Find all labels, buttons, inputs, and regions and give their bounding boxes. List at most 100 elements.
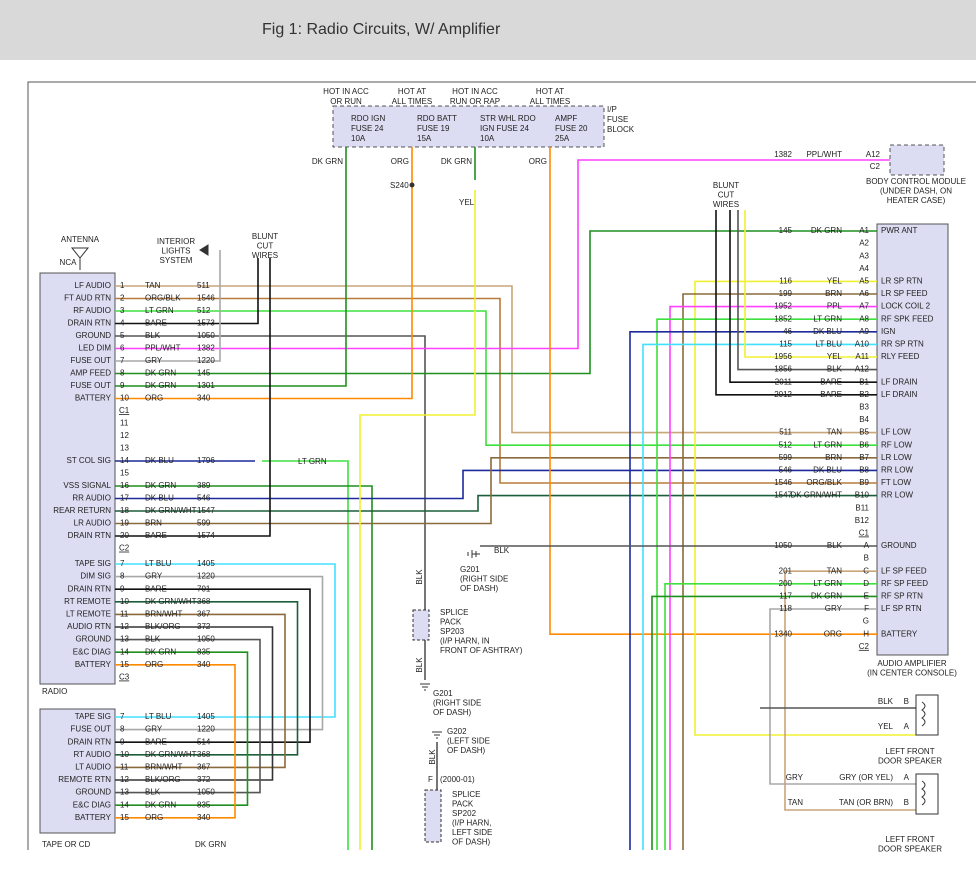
note: (I/P HARN, xyxy=(452,819,491,828)
note: RADIO xyxy=(42,687,67,696)
note: BLUNT xyxy=(252,232,278,241)
circuit-number: 1050 xyxy=(197,788,215,797)
circuit-number: 1856 xyxy=(774,365,792,374)
pin-number: A9 xyxy=(859,327,869,336)
wire-color: BRN xyxy=(145,519,162,528)
pin-number: A11 xyxy=(855,352,869,361)
page-title: Fig 1: Radio Circuits, W/ Amplifier xyxy=(262,21,501,38)
pin-name: BATTERY xyxy=(75,813,112,822)
pin-number: 13 xyxy=(120,788,129,797)
circuit-number: 145 xyxy=(779,226,793,235)
pin-number: 17 xyxy=(120,494,129,503)
fuse-hot-label: HOT AT xyxy=(398,87,426,96)
pin-number: 10 xyxy=(120,597,129,606)
pin-name: GROUND xyxy=(881,541,917,550)
wire-color: BARE xyxy=(145,319,167,328)
wire-color: ORG xyxy=(145,394,163,403)
circuit-number: 1573 xyxy=(197,319,215,328)
circuit-number: 599 xyxy=(779,453,793,462)
circuit-number: 1547 xyxy=(774,491,792,500)
pin-number: B2 xyxy=(859,390,869,399)
note: (I/P HARN, IN xyxy=(440,637,490,646)
circuit-number: 117 xyxy=(779,592,792,601)
wire xyxy=(115,626,274,781)
note: (LEFT SIDE xyxy=(447,737,490,746)
pin-number: 15 xyxy=(120,469,129,478)
fuse-label: RDO IGN xyxy=(351,114,385,123)
circuit-number: 701 xyxy=(197,584,211,593)
wire xyxy=(115,147,347,387)
wire-color: BRN/WHT xyxy=(145,763,182,772)
fuse-hot-label: ALL TIMES xyxy=(530,97,570,106)
wire-color: GRY xyxy=(145,356,163,365)
pin-number: 9 xyxy=(120,381,125,390)
wire xyxy=(115,600,299,756)
wire-color: DK GRN xyxy=(811,226,842,235)
pin-name: RF AUDIO xyxy=(73,306,111,315)
wire xyxy=(115,613,286,769)
note: OF DASH) xyxy=(447,746,486,755)
pin-number: A4 xyxy=(859,264,869,273)
wire-color-label: DK GRN xyxy=(441,157,472,166)
fuse-label: AMPF xyxy=(555,114,577,123)
wire-color: ORG xyxy=(824,629,842,638)
pin-number: 8 xyxy=(120,572,125,581)
circuit-number: 1220 xyxy=(197,725,215,734)
pin-name: BATTERY xyxy=(75,660,112,669)
note: F xyxy=(428,775,433,784)
fuse-hot-label: OR RUN xyxy=(330,97,362,106)
pin-number: B7 xyxy=(859,453,869,462)
pin-name: FT LOW xyxy=(881,478,912,487)
pin-number: H xyxy=(863,629,869,638)
wire-color: BLK xyxy=(827,541,843,550)
circuit-number: 512 xyxy=(779,440,793,449)
pin-name: VSS SIGNAL xyxy=(63,481,111,490)
circuit-number: 200 xyxy=(779,579,793,588)
wire xyxy=(694,280,916,736)
note: BLK xyxy=(415,569,424,585)
note: NCA xyxy=(60,258,78,267)
note: LEFT FRONT xyxy=(885,835,934,844)
circuit-number: 1405 xyxy=(197,559,215,568)
pin-number: C xyxy=(863,566,869,575)
pin-name: ST COL SIG xyxy=(67,456,111,465)
note: AUDIO AMPLIFIER xyxy=(877,659,947,668)
circuit-number: 1796 xyxy=(197,456,215,465)
frame xyxy=(27,81,976,850)
fuse-hot-label: RUN OR RAP xyxy=(450,97,500,106)
circuit-number: 118 xyxy=(779,604,792,613)
pin-name: FUSE OUT xyxy=(71,356,112,365)
pin-name: RF SP RTN xyxy=(881,592,923,601)
circuit-number: 199 xyxy=(779,289,793,298)
circuit-number: 1050 xyxy=(197,635,215,644)
note: PACK xyxy=(440,618,462,627)
wire-color: BARE xyxy=(145,531,167,540)
circuit-number: 1340 xyxy=(774,629,792,638)
pin-name: IGN xyxy=(881,327,895,336)
note: (IN CENTER CONSOLE) xyxy=(867,669,957,678)
pin-number: 12 xyxy=(120,431,129,440)
wire-color: BLK xyxy=(145,788,161,797)
note: WIRES xyxy=(713,200,739,209)
pin-number: B5 xyxy=(859,428,869,437)
connector-label: C1 xyxy=(859,529,870,538)
note: BLK xyxy=(428,749,437,765)
wire-color: BRN/WHT xyxy=(145,610,182,619)
wire-color: DK BLU xyxy=(145,494,174,503)
note: SP203 xyxy=(440,627,465,636)
note: SPLICE xyxy=(440,608,468,617)
pin-number: 14 xyxy=(120,800,129,809)
wire xyxy=(359,190,476,850)
circuit-number: 372 xyxy=(197,622,211,631)
wire xyxy=(262,460,349,850)
fuse-block-label: FUSE xyxy=(607,115,628,124)
circuit-number: 1405 xyxy=(197,712,215,721)
fuse-hot-label: HOT AT xyxy=(536,87,564,96)
speaker xyxy=(915,694,939,736)
wire xyxy=(115,310,877,447)
note: OF DASH) xyxy=(460,584,499,593)
pin-number: B9 xyxy=(859,478,869,487)
pin-number: 11 xyxy=(120,763,129,772)
connector-label: C1 xyxy=(119,406,130,415)
pin-number: B8 xyxy=(859,466,869,475)
